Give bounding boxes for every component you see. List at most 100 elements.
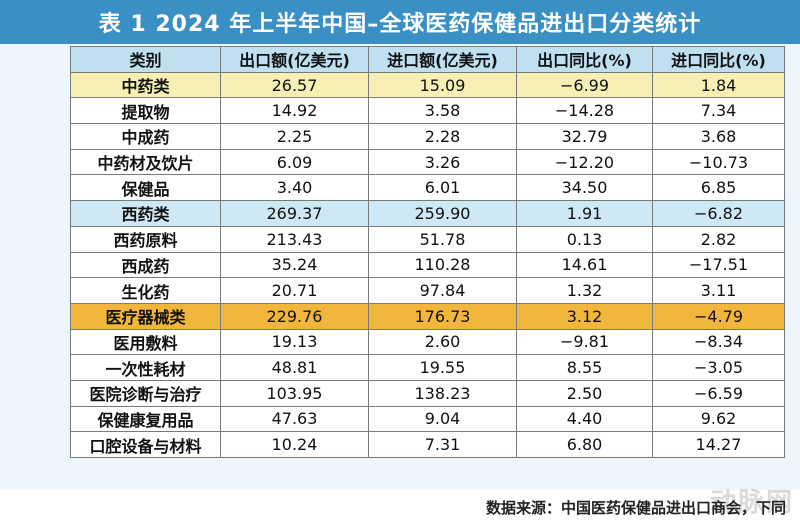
cell-category: 保健康复用品 xyxy=(70,405,221,433)
cell-export: 3.40 xyxy=(220,174,369,202)
cell-import-yoy: 3.68 xyxy=(652,123,785,150)
cell-import-yoy: 3.11 xyxy=(652,277,785,304)
cell-category: 中成药 xyxy=(70,123,221,150)
cell-import: 259.90 xyxy=(368,200,517,227)
cell-export: 14.92 xyxy=(220,97,369,125)
header-export-yoy: 出口同比(%) xyxy=(516,46,653,73)
cell-import-yoy: −6.59 xyxy=(652,379,785,407)
cell-import: 176.73 xyxy=(368,302,517,330)
table-row: 一次性耗材 48.81 19.55 8.55 −3.05 xyxy=(70,354,785,381)
cell-import-yoy: −3.05 xyxy=(652,354,785,381)
cell-export-yoy: 6.80 xyxy=(516,431,653,458)
cell-category: 中药类 xyxy=(70,71,221,99)
cell-export: 20.71 xyxy=(220,277,369,304)
cell-import-yoy: 6.85 xyxy=(652,174,785,202)
table-row: 提取物 14.92 3.58 −14.28 7.34 xyxy=(70,97,785,125)
cell-import-yoy: −4.79 xyxy=(652,302,785,330)
cell-export-yoy: 34.50 xyxy=(516,174,653,202)
cell-import-yoy: −8.34 xyxy=(652,328,785,356)
cell-export: 229.76 xyxy=(220,302,369,330)
cell-export-yoy: 14.61 xyxy=(516,251,653,279)
cell-import: 15.09 xyxy=(368,71,517,99)
cell-export: 269.37 xyxy=(220,200,369,227)
cell-import-yoy: −17.51 xyxy=(652,251,785,279)
cell-import: 7.31 xyxy=(368,431,517,458)
stats-table: 类别 出口额(亿美元) 进口额(亿美元) 出口同比(%) 进口同比(%) 中药类… xyxy=(70,46,785,458)
cell-category: 西成药 xyxy=(70,251,221,279)
cell-export-yoy: −14.28 xyxy=(516,97,653,125)
cell-export: 2.25 xyxy=(220,123,369,150)
cell-export-yoy: 3.12 xyxy=(516,302,653,330)
cell-import-yoy: 2.82 xyxy=(652,225,785,253)
cell-import: 2.60 xyxy=(368,328,517,356)
cell-export: 47.63 xyxy=(220,405,369,433)
cell-import: 2.28 xyxy=(368,123,517,150)
source-note: 数据来源：中国医药保健品进出口商会，下同 xyxy=(485,499,786,517)
watermark: 动脉网 xyxy=(709,488,794,518)
cell-import-yoy: 14.27 xyxy=(652,431,785,458)
table-row: 医用敷料 19.13 2.60 −9.81 −8.34 xyxy=(70,328,785,356)
cell-export-yoy: 2.50 xyxy=(516,379,653,407)
cell-export: 48.81 xyxy=(220,354,369,381)
cell-export: 26.57 xyxy=(220,71,369,99)
cell-import: 3.26 xyxy=(368,148,517,176)
cell-export-yoy: 32.79 xyxy=(516,123,653,150)
cell-import: 3.58 xyxy=(368,97,517,125)
cell-import: 51.78 xyxy=(368,225,517,253)
cell-export-yoy: −9.81 xyxy=(516,328,653,356)
cell-import: 97.84 xyxy=(368,277,517,304)
cell-category: 中药材及饮片 xyxy=(70,148,221,176)
cell-import: 138.23 xyxy=(368,379,517,407)
cell-category: 保健品 xyxy=(70,174,221,202)
table-row: 西药类 269.37 259.90 1.91 −6.82 xyxy=(70,200,785,227)
table-row: 保健品 3.40 6.01 34.50 6.85 xyxy=(70,174,785,202)
header-import: 进口额(亿美元) xyxy=(368,46,517,73)
cell-category: 医用敷料 xyxy=(70,328,221,356)
cell-import-yoy: 9.62 xyxy=(652,405,785,433)
cell-export-yoy: 0.13 xyxy=(516,225,653,253)
cell-category: 西药类 xyxy=(70,200,221,227)
cell-export: 10.24 xyxy=(220,431,369,458)
table-row: 中成药 2.25 2.28 32.79 3.68 xyxy=(70,123,785,150)
header-category: 类别 xyxy=(70,46,221,73)
cell-export: 103.95 xyxy=(220,379,369,407)
cell-import: 6.01 xyxy=(368,174,517,202)
cell-category: 医疗器械类 xyxy=(70,302,221,330)
table-row: 西成药 35.24 110.28 14.61 −17.51 xyxy=(70,251,785,279)
cell-import-yoy: 7.34 xyxy=(652,97,785,125)
cell-category: 西药原料 xyxy=(70,225,221,253)
cell-import-yoy: −10.73 xyxy=(652,148,785,176)
header-import-yoy: 进口同比(%) xyxy=(652,46,785,73)
cell-export-yoy: −12.20 xyxy=(516,148,653,176)
table-row: 口腔设备与材料 10.24 7.31 6.80 14.27 xyxy=(70,431,785,458)
cell-export: 6.09 xyxy=(220,148,369,176)
cell-category: 口腔设备与材料 xyxy=(70,431,221,458)
table-row: 西药原料 213.43 51.78 0.13 2.82 xyxy=(70,225,785,253)
cell-import-yoy: −6.82 xyxy=(652,200,785,227)
cell-import-yoy: 1.84 xyxy=(652,71,785,99)
cell-import: 110.28 xyxy=(368,251,517,279)
cell-category: 生化药 xyxy=(70,277,221,304)
header-row: 类别 出口额(亿美元) 进口额(亿美元) 出口同比(%) 进口同比(%) xyxy=(70,46,785,73)
table-row: 中药类 26.57 15.09 −6.99 1.84 xyxy=(70,71,785,99)
table-title: 表 1 2024 年上半年中国–全球医药保健品进出口分类统计 xyxy=(0,0,800,44)
cell-export-yoy: 8.55 xyxy=(516,354,653,381)
cell-category: 提取物 xyxy=(70,97,221,125)
table-row: 生化药 20.71 97.84 1.32 3.11 xyxy=(70,277,785,304)
cell-export-yoy: 1.91 xyxy=(516,200,653,227)
table-row: 医疗器械类 229.76 176.73 3.12 −4.79 xyxy=(70,302,785,330)
cell-export-yoy: 1.32 xyxy=(516,277,653,304)
cell-export: 35.24 xyxy=(220,251,369,279)
cell-category: 一次性耗材 xyxy=(70,354,221,381)
cell-category: 医院诊断与治疗 xyxy=(70,379,221,407)
header-export: 出口额(亿美元) xyxy=(220,46,369,73)
cell-import: 19.55 xyxy=(368,354,517,381)
cell-import: 9.04 xyxy=(368,405,517,433)
table-row: 中药材及饮片 6.09 3.26 −12.20 −10.73 xyxy=(70,148,785,176)
table-row: 医院诊断与治疗 103.95 138.23 2.50 −6.59 xyxy=(70,379,785,407)
cell-export: 213.43 xyxy=(220,225,369,253)
cell-export: 19.13 xyxy=(220,328,369,356)
table-row: 保健康复用品 47.63 9.04 4.40 9.62 xyxy=(70,405,785,433)
cell-export-yoy: −6.99 xyxy=(516,71,653,99)
